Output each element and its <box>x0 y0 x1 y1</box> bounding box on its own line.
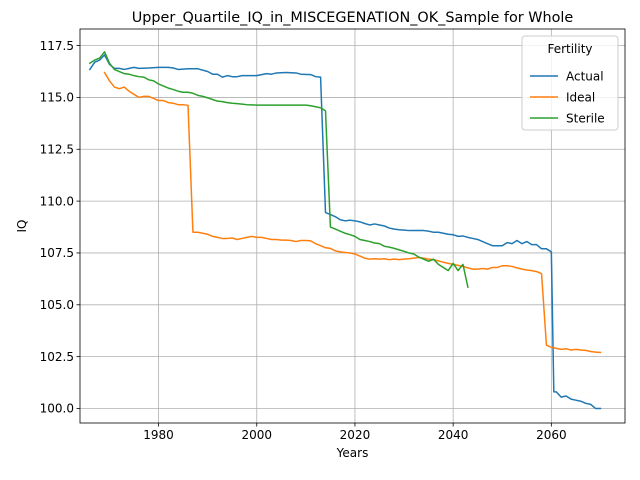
x-tick-label: 2000 <box>241 428 272 442</box>
series-line-actual <box>88 54 602 410</box>
legend-label-actual: Actual <box>566 69 604 83</box>
y-tick-label: 102.5 <box>40 350 74 364</box>
x-tick-label: 1980 <box>143 428 174 442</box>
x-axis-label: Years <box>336 446 369 460</box>
plot-frame <box>79 28 626 424</box>
legend-title: Fertility <box>547 42 592 56</box>
legend: Fertility Actual Ideal Sterile <box>521 35 619 131</box>
y-tick-label: 112.5 <box>40 142 74 156</box>
chart-title: Upper_Quartile_IQ_in_MISCEGENATION_OK_Sa… <box>132 10 574 26</box>
legend-items: Actual Ideal Sterile <box>530 69 605 125</box>
y-tick-label: 115.0 <box>40 91 74 105</box>
legend-box <box>521 35 619 131</box>
y-axis-label: IQ <box>15 220 29 233</box>
legend-label-sterile: Sterile <box>566 111 605 125</box>
series-line-sterile <box>88 51 469 289</box>
x-tick-label: 2020 <box>340 428 371 442</box>
series-line-ideal <box>103 71 602 354</box>
y-axis-ticks: 100.0 102.5 105.0 107.5 110.0 112.5 115.0 117.5 <box>40 39 80 416</box>
x-tick-label: 2040 <box>438 428 469 442</box>
y-tick-label: 105.0 <box>40 298 74 312</box>
y-tick-label: 110.0 <box>40 194 74 208</box>
y-tick-label: 107.5 <box>40 246 74 260</box>
legend-label-ideal: Ideal <box>566 90 595 104</box>
x-tick-label: 2060 <box>536 428 567 442</box>
y-tick-label: 100.0 <box>40 402 74 416</box>
series-lines <box>88 51 602 410</box>
x-axis-ticks: 1980 2000 2020 2040 2060 <box>143 423 567 442</box>
y-tick-label: 117.5 <box>40 39 74 53</box>
